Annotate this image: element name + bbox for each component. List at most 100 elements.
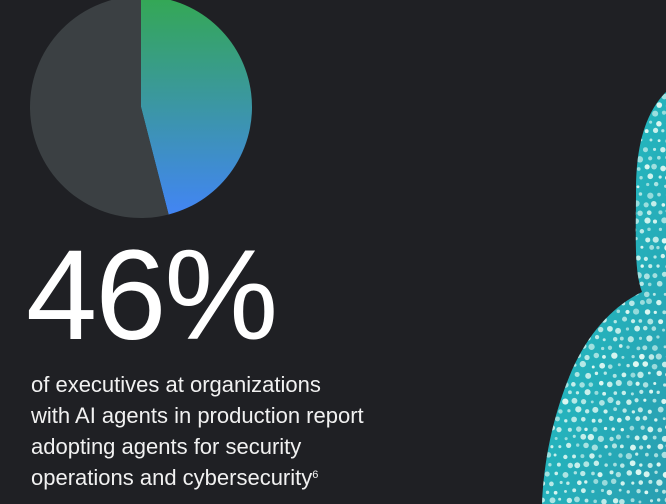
dot [561,182,567,188]
dot [598,237,604,243]
dot [626,201,633,208]
dot [538,129,542,133]
dot [652,219,658,224]
dot [572,183,578,189]
dot [657,498,661,502]
dot [658,319,664,325]
dot [636,346,641,351]
dot [656,335,660,339]
dot [607,325,613,332]
dot [576,426,582,432]
dot [597,418,603,423]
dot [613,246,618,251]
dot [639,353,645,360]
dot [626,399,632,405]
dot [653,310,657,314]
dot [656,370,662,377]
dot [637,371,644,379]
dot [630,85,633,88]
dot [558,281,563,285]
dot [549,262,556,270]
dot [585,284,590,288]
dot [591,471,595,476]
dot [576,480,582,486]
dot [534,345,540,351]
dot [542,281,544,286]
dot [651,363,658,370]
dot [568,209,574,215]
dot [643,256,648,261]
dot [565,317,571,323]
dot [548,319,555,325]
dot [554,437,558,441]
dot [613,391,618,395]
dot [536,363,541,368]
dot [559,101,563,106]
dot [593,136,599,143]
dot [662,328,666,332]
dot [576,336,583,343]
dot [598,454,602,458]
dot [571,129,576,134]
dot [624,93,631,100]
dot [599,399,605,406]
dot [557,137,561,142]
dot [566,481,570,485]
dot [542,425,545,432]
dot [613,407,618,412]
dot [558,445,562,449]
dot [563,272,567,277]
dot [616,94,622,100]
dot [584,247,589,252]
dot [567,83,572,88]
dot [575,155,582,161]
dot [633,128,639,134]
dot [635,255,641,261]
dot [591,418,596,423]
dot [661,129,665,133]
dot [611,102,615,106]
dot [636,488,641,494]
dot [559,84,563,88]
dot [607,146,614,153]
dot [611,427,615,431]
dot [649,499,654,503]
dot [559,120,563,125]
dot [537,203,540,206]
dot [647,192,654,199]
dot [572,200,576,204]
dot [625,182,631,188]
dot [606,238,612,243]
dot [580,272,586,278]
dot [574,462,581,469]
dot [547,388,554,396]
dot [578,228,582,232]
dot [651,200,657,207]
dot [616,202,622,207]
dot [602,391,607,396]
dot [603,263,607,268]
dot [542,409,546,414]
dot [549,481,554,487]
dot [564,437,568,441]
dot [562,346,566,350]
dot [621,280,628,286]
dot [647,102,654,109]
dot [649,138,653,142]
dot [548,102,552,106]
dot [590,200,594,205]
dot [648,479,653,484]
dot [565,173,571,179]
dot [593,460,600,467]
dot [657,155,661,160]
dot [599,95,602,99]
dot [534,326,540,332]
dot [615,327,622,334]
dot [549,228,555,234]
dot [595,209,599,213]
dot [602,84,607,89]
dot [591,274,597,280]
dot [572,289,579,296]
dot [634,237,638,241]
dot [552,255,558,261]
